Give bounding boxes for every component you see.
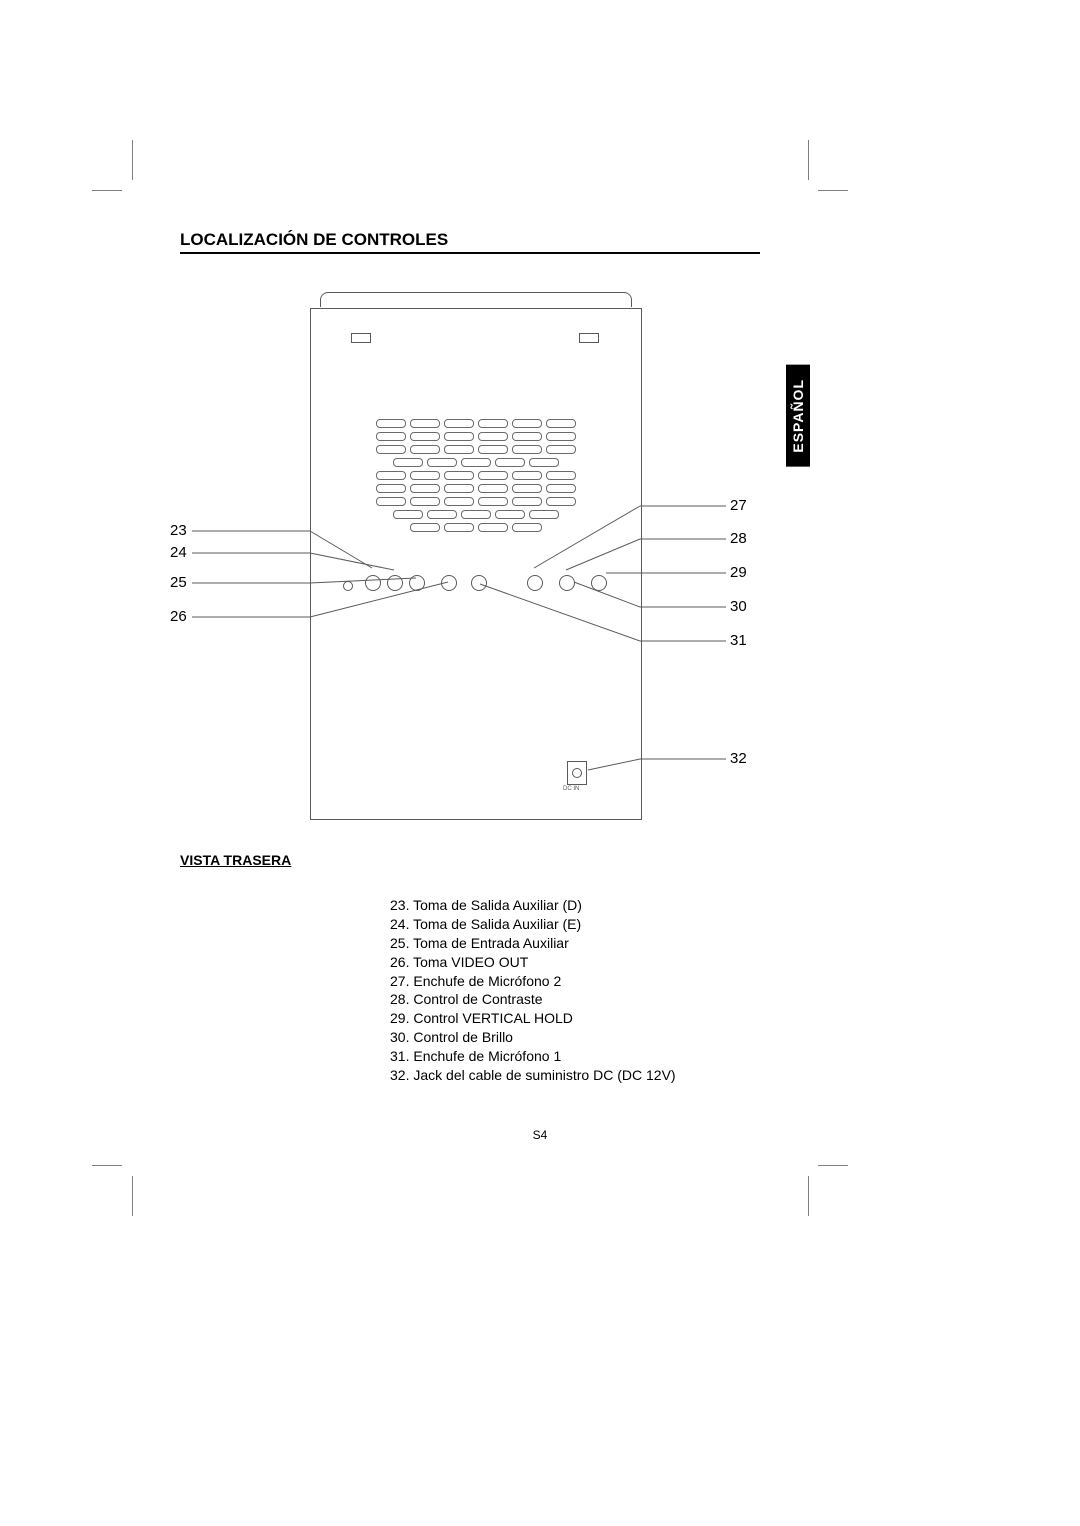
- callout-32: 32: [730, 750, 747, 767]
- crop-mark: [818, 190, 848, 191]
- dc-port: [567, 761, 587, 785]
- language-tab: ESPAÑOL: [786, 365, 810, 467]
- crop-mark: [132, 140, 133, 180]
- jack-31: [471, 575, 487, 591]
- vent-row: [366, 419, 586, 428]
- crop-mark: [92, 190, 122, 191]
- callout-26: 26: [170, 608, 187, 625]
- vent-row: [366, 484, 586, 493]
- callout-23: 23: [170, 522, 187, 539]
- screw-icon: [343, 581, 353, 591]
- legend-item: 32. Jack del cable de suministro DC (DC …: [390, 1066, 676, 1085]
- crop-mark: [808, 1176, 809, 1216]
- legend-item: 29. Control VERTICAL HOLD: [390, 1009, 676, 1028]
- device-top-edge: [320, 292, 632, 307]
- crop-mark: [132, 1176, 133, 1216]
- callout-24: 24: [170, 544, 187, 561]
- hinge-left: [351, 333, 371, 343]
- legend-item: 26. Toma VIDEO OUT: [390, 953, 676, 972]
- subsection-title: VISTA TRASERA: [180, 852, 291, 868]
- legend-item: 25. Toma de Entrada Auxiliar: [390, 934, 676, 953]
- legend-list: 23. Toma de Salida Auxiliar (D) 24. Toma…: [390, 896, 676, 1085]
- vent-row: [366, 458, 586, 467]
- vent-row: [366, 523, 586, 532]
- callout-30: 30: [730, 598, 747, 615]
- jack-26: [441, 575, 457, 591]
- hinge-right: [579, 333, 599, 343]
- vent-row: [366, 471, 586, 480]
- page-number: S4: [0, 1128, 1080, 1142]
- vent-row: [366, 445, 586, 454]
- vent-row: [366, 510, 586, 519]
- jack-28: [559, 575, 575, 591]
- legend-item: 24. Toma de Salida Auxiliar (E): [390, 915, 676, 934]
- callout-27: 27: [730, 497, 747, 514]
- legend-item: 31. Enchufe de Micrófono 1: [390, 1047, 676, 1066]
- callout-28: 28: [730, 530, 747, 547]
- crop-mark: [818, 1165, 848, 1166]
- vent-grid: [366, 419, 586, 536]
- legend-item: 30. Control de Brillo: [390, 1028, 676, 1047]
- crop-mark: [808, 140, 809, 180]
- jack-29: [591, 575, 607, 591]
- crop-mark: [92, 1165, 122, 1166]
- jack-24: [387, 575, 403, 591]
- callout-25: 25: [170, 574, 187, 591]
- callout-31: 31: [730, 632, 747, 649]
- callout-29: 29: [730, 564, 747, 581]
- jack-25: [409, 575, 425, 591]
- section-title: LOCALIZACIÓN DE CONTROLES: [180, 230, 760, 254]
- jack-23: [365, 575, 381, 591]
- dc-label: DC IN: [563, 786, 579, 792]
- jack-27: [527, 575, 543, 591]
- diagram: DC IN 23 24 25 26 27 28 29 30 31 32: [170, 300, 760, 840]
- vent-row: [366, 497, 586, 506]
- device-rear: DC IN: [310, 308, 642, 820]
- vent-row: [366, 432, 586, 441]
- legend-item: 23. Toma de Salida Auxiliar (D): [390, 896, 676, 915]
- page-content: LOCALIZACIÓN DE CONTROLES: [180, 230, 760, 294]
- legend-item: 28. Control de Contraste: [390, 990, 676, 1009]
- legend-item: 27. Enchufe de Micrófono 2: [390, 972, 676, 991]
